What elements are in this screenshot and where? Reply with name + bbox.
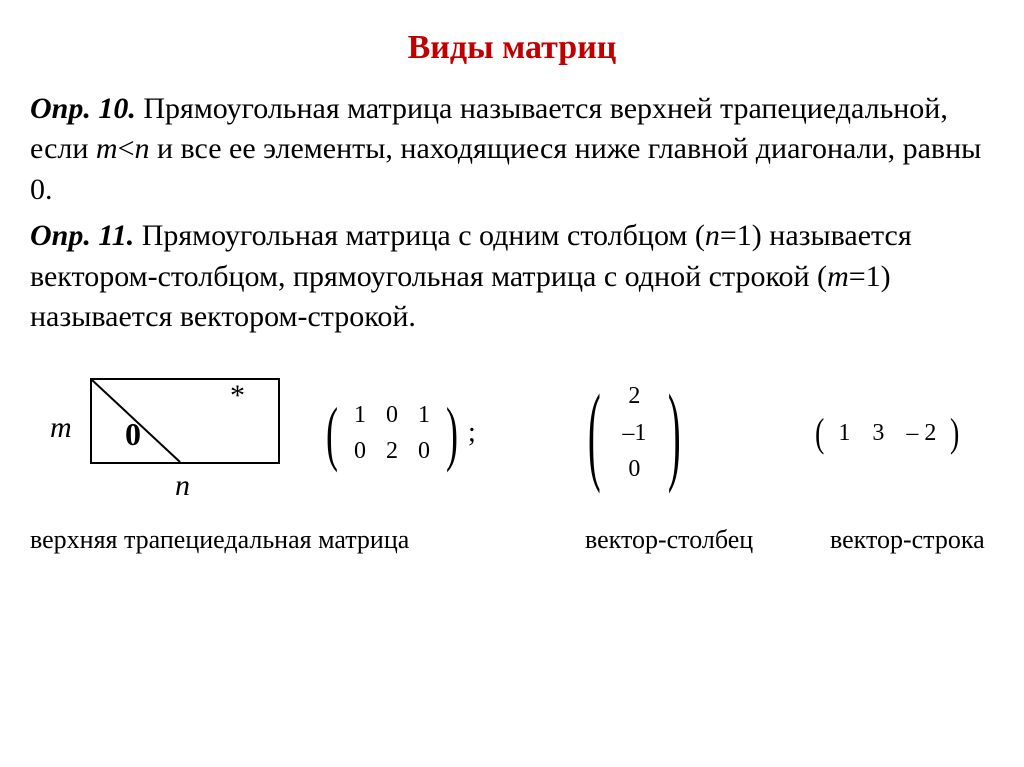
cv-r2: –1 <box>612 415 656 451</box>
right-paren-icon: ) <box>446 397 458 469</box>
matrix-example-1: ( 1 0 1 0 2 0 ) ; <box>320 397 496 470</box>
m1-r2c3: 0 <box>408 433 440 469</box>
rv-c3: – 2 <box>896 417 946 449</box>
trap-diagonal-line <box>90 378 280 464</box>
left-paren-icon: ( <box>326 397 338 469</box>
rv-c2: 3 <box>862 417 894 449</box>
m1-r1c1: 1 <box>344 397 376 433</box>
examples-row: m n 0 * ( 1 0 1 0 2 0 <box>30 358 994 508</box>
rv-c1: 1 <box>828 417 860 449</box>
trap-star: * <box>230 376 245 417</box>
caption-row-vector: вектор-строка <box>830 522 985 557</box>
matrix1-body: 1 0 1 0 2 0 <box>344 397 440 470</box>
captions-row: верхняя трапециедальная матрица вектор-с… <box>30 522 994 557</box>
m1-r1c2: 0 <box>376 397 408 433</box>
def10-label: Опр. 10. <box>30 92 136 125</box>
right-paren-icon: ) <box>950 413 959 453</box>
caption-trapezoidal: верхняя трапециедальная матрица <box>30 522 585 557</box>
definition-10: Опр. 10. Прямоугольная матрица называетс… <box>30 89 994 211</box>
cv-r3: 0 <box>612 451 656 487</box>
right-paren-icon: ) <box>668 378 681 488</box>
semicolon: ; <box>468 414 476 452</box>
m1-r2c1: 0 <box>344 433 376 469</box>
row-vector-example: ( 1 3 – 2 ) <box>813 413 962 453</box>
trap-n-label: n <box>175 466 190 507</box>
cv-r1: 2 <box>612 378 656 414</box>
colvec-body: 2 –1 0 <box>612 378 656 487</box>
def10-text-2: и все ее элементы, находящиеся ниже глав… <box>30 132 981 206</box>
m1-r2c2: 2 <box>376 433 408 469</box>
caption-column-vector: вектор-столбец <box>585 522 830 557</box>
def10-m: m <box>96 132 118 165</box>
m1-r1c3: 1 <box>408 397 440 433</box>
page-title: Виды матриц <box>30 25 994 71</box>
left-paren-icon: ( <box>588 378 601 488</box>
def11-m: m <box>827 260 849 293</box>
def11-text-a: Прямоугольная матрица с одним столбцом ( <box>134 219 705 252</box>
def10-lt: < <box>118 132 135 165</box>
trapezoidal-diagram: m n 0 * <box>30 368 290 498</box>
trap-m-label: m <box>50 408 72 449</box>
left-paren-icon: ( <box>815 413 824 453</box>
def11-n: n <box>705 219 720 252</box>
definition-11: Опр. 11. Прямоугольная матрица с одним с… <box>30 216 994 338</box>
def11-label: Опр. 11. <box>30 219 134 252</box>
def10-n: n <box>135 132 150 165</box>
trap-zero: 0 <box>125 413 141 456</box>
column-vector-example: ( 2 –1 0 ) <box>576 378 693 488</box>
